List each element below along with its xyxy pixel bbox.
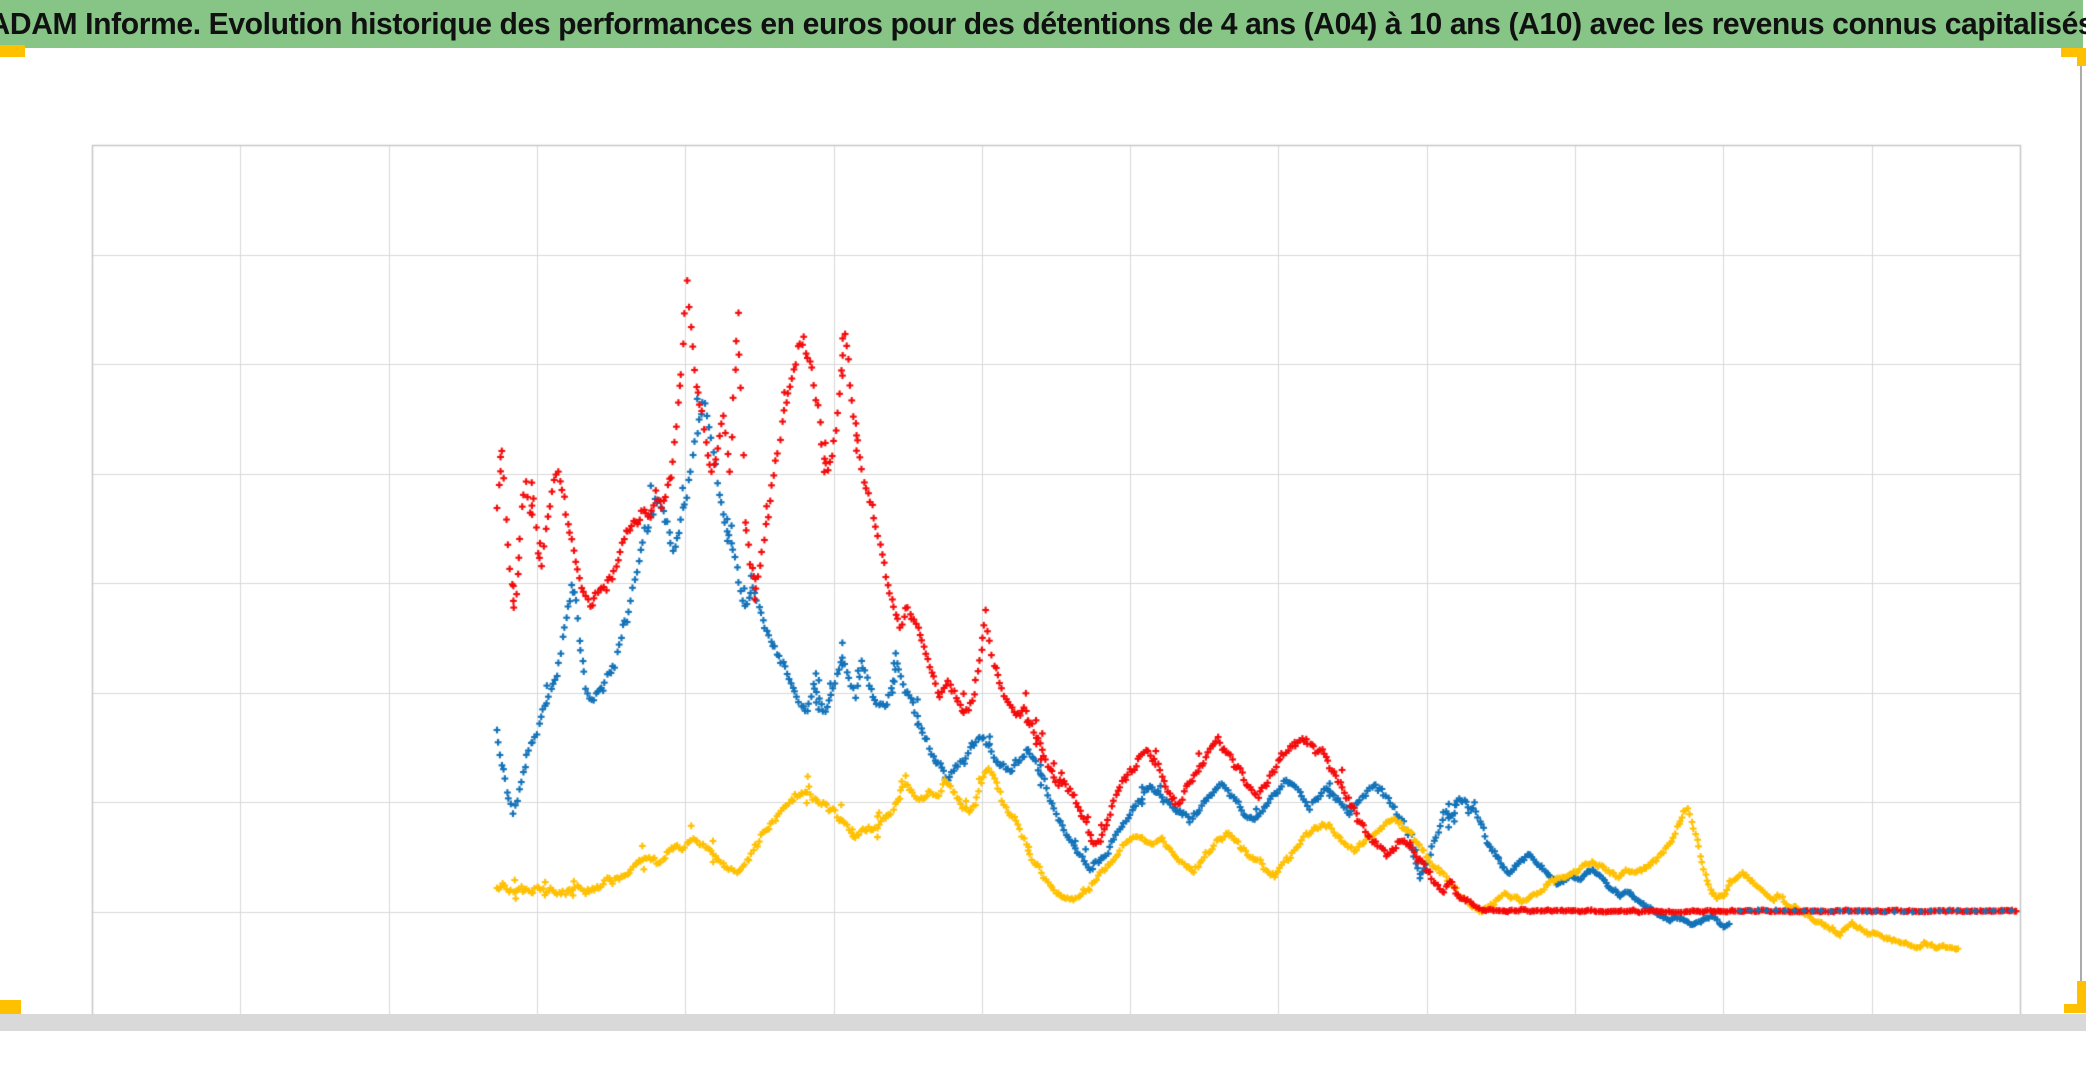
sheet-accent-top-right: [2061, 48, 2086, 57]
sheet-accent-bottom-right-edge: [2077, 981, 2086, 1011]
bottom-bar: [0, 1014, 2086, 1031]
sheet-accent-bottom-left: [0, 1000, 21, 1015]
sheet-accent-top-left: [0, 45, 25, 57]
title-banner: ADAM Informe. Evolution historique des p…: [0, 0, 2086, 48]
sheet-accent-top-right-edge: [2077, 48, 2086, 66]
sheet-right-border: [2080, 48, 2082, 1013]
performance-scatter-chart[interactable]: [0, 48, 2086, 1079]
sheet-accent-bottom-right: [2064, 1004, 2086, 1013]
chart-card: [0, 48, 2086, 1079]
page-title: ADAM Informe. Evolution historique des p…: [0, 6, 2086, 41]
